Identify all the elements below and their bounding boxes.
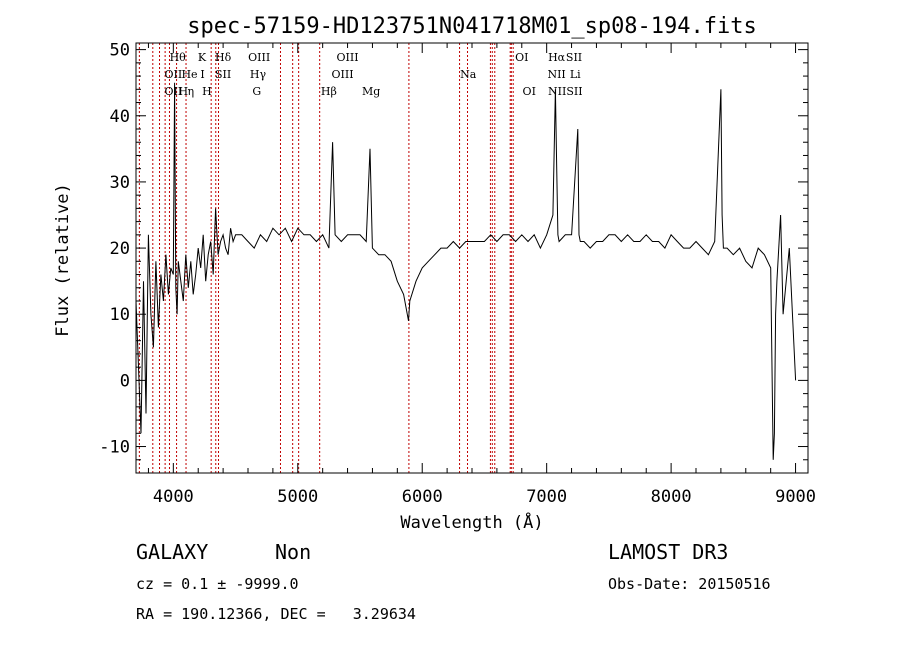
line-label-6: K <box>198 51 207 64</box>
y-tick-label-10: 10 <box>110 305 130 325</box>
object-class: GALAXY <box>136 540 208 564</box>
plot-frame <box>135 42 809 474</box>
line-label-17: Mg <box>362 85 380 98</box>
y-tick-label-30: 30 <box>110 173 130 193</box>
redshift-text: cz = 0.1 ± -9999.0 <box>136 575 299 593</box>
line-label-10: SII <box>215 68 231 81</box>
y-axis-label: Flux (relative) <box>53 183 73 337</box>
line-label-8: H <box>202 85 212 98</box>
line-label-18: Na <box>460 68 477 81</box>
line-label-16: Hβ <box>321 85 337 98</box>
x-tick-label-8000: 8000 <box>651 487 692 507</box>
y-tick-label-0: 0 <box>120 371 130 391</box>
line-label-5: η <box>187 85 194 98</box>
line-label-25: NIISII <box>548 85 583 98</box>
line-label-24: Li <box>570 68 581 81</box>
x-axis-label: Wavelength (Å) <box>400 511 543 533</box>
line-label-4: He <box>181 68 197 81</box>
obs-date: Obs-Date: 20150516 <box>608 575 771 593</box>
x-tick-label-7000: 7000 <box>526 487 567 507</box>
y-tick-label-40: 40 <box>110 107 130 127</box>
series-line-spectrum <box>135 82 797 460</box>
y-tick-label--10: -10 <box>99 438 130 458</box>
series-layer <box>135 82 797 460</box>
line-label-12: Hγ <box>250 68 267 81</box>
line-label-22: SII <box>566 51 582 64</box>
line-label-11: OIII <box>248 51 270 64</box>
y-tick-label-50: 50 <box>110 41 130 61</box>
coordinates: RA = 190.12366, DEC = 3.29634 <box>136 605 416 623</box>
survey-name: LAMOST DR3 <box>608 540 728 564</box>
chart-title: spec-57159-HD123751N041718M01_sp08-194.f… <box>187 14 757 39</box>
x-tick-label-6000: 6000 <box>402 487 443 507</box>
line-label-21: Hα <box>548 51 566 64</box>
line-label-13: G <box>252 85 261 98</box>
line-label-19: OI <box>515 51 528 64</box>
x-tick-label-4000: 4000 <box>153 487 194 507</box>
y-axis: -10 0 10 20 30 40 50 <box>99 41 808 461</box>
line-markers-layer <box>138 43 514 473</box>
x-axis: 4000 5000 6000 7000 8000 9000 <box>147 43 816 507</box>
object-subclass: Non <box>275 540 311 564</box>
line-label-1: OII <box>164 68 182 81</box>
line-label-14: OIII <box>337 51 359 64</box>
line-label-0: Hθ <box>170 51 187 64</box>
line-label-23: NII <box>547 68 565 81</box>
line-label-9: Hδ <box>215 51 232 64</box>
line-label-3: H <box>178 85 188 98</box>
line-label-20: OI <box>523 85 536 98</box>
line-label-2: OII <box>164 85 182 98</box>
line-label-7: I <box>200 68 204 81</box>
x-tick-label-9000: 9000 <box>775 487 816 507</box>
x-tick-label-5000: 5000 <box>277 487 318 507</box>
y-tick-label-20: 20 <box>110 239 130 259</box>
line-label-15: OIII <box>332 68 354 81</box>
